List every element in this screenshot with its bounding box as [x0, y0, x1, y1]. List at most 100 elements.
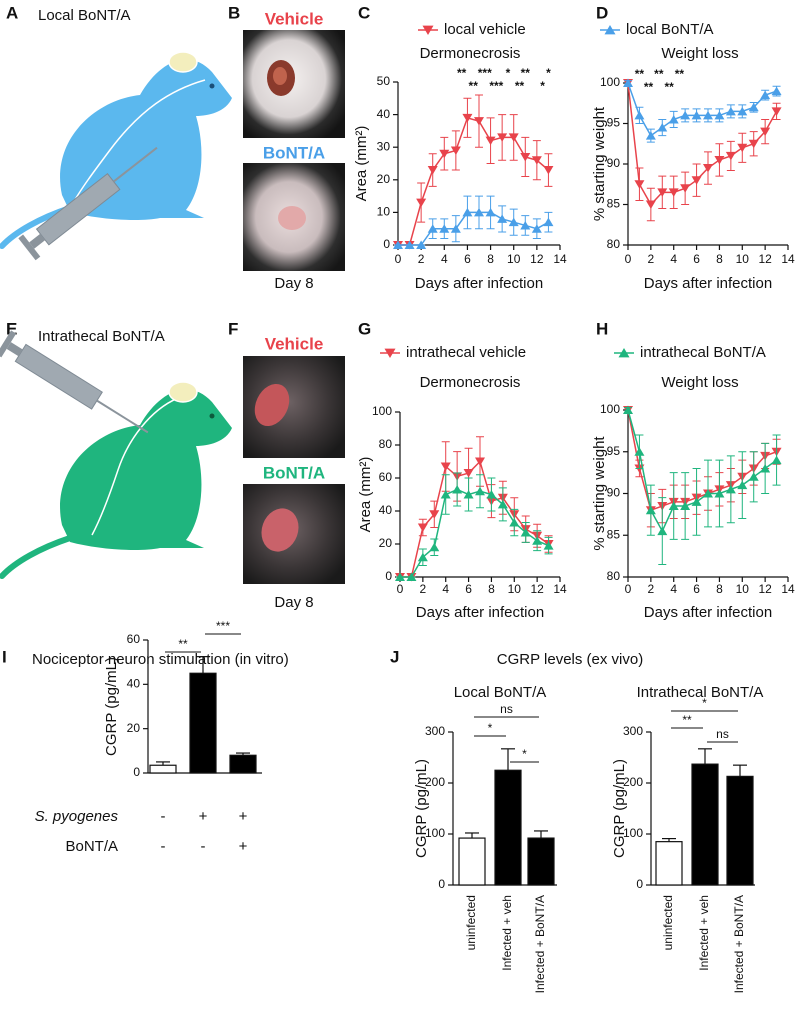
data-point — [634, 180, 645, 189]
x-axis-label: Days after infection — [415, 275, 543, 292]
data-point — [509, 518, 520, 527]
panel-letter: A — [6, 3, 18, 22]
x-tick-label: 14 — [781, 582, 795, 596]
significance-label: *** — [489, 79, 503, 93]
x-tick-label: 6 — [693, 582, 700, 596]
data-point — [427, 166, 438, 175]
y-tick-label: 100 — [600, 75, 620, 89]
y-tick-label: 40 — [377, 107, 391, 121]
data-point — [737, 143, 748, 153]
data-point — [393, 240, 403, 249]
significance-label: ** — [469, 79, 479, 93]
data-point — [475, 457, 485, 466]
x-tick-label: 2 — [648, 582, 655, 596]
significance-label: ns — [716, 727, 729, 741]
bar — [229, 754, 257, 774]
bar — [726, 775, 754, 886]
x-tick-label: 4 — [441, 252, 448, 266]
data-point — [439, 224, 450, 233]
y-tick-label: 20 — [379, 536, 393, 550]
bar — [458, 837, 486, 886]
y-tick-label: 0 — [636, 877, 643, 891]
x-tick-label: 12 — [530, 582, 544, 596]
data-point — [532, 536, 543, 545]
data-point — [703, 110, 713, 120]
y-axis-label: CGRP (pg/mL) — [103, 657, 120, 756]
data-point — [657, 123, 668, 132]
panel-letter: E — [6, 319, 17, 338]
chart-title: Dermonecrosis — [420, 45, 521, 62]
y-tick-label: 80 — [607, 237, 621, 251]
x-tick-label: 12 — [758, 582, 772, 596]
x-tick-label: 12 — [530, 252, 544, 266]
panel-letter: G — [358, 319, 371, 338]
data-point — [508, 133, 519, 142]
data-point — [623, 405, 633, 414]
y-tick-label: 50 — [377, 74, 391, 88]
y-tick-label: 100 — [600, 402, 620, 416]
data-point — [725, 484, 736, 494]
y-axis-label: CGRP (pg/mL) — [611, 759, 628, 858]
data-point — [463, 469, 474, 478]
data-point — [520, 152, 531, 162]
x-axis-label: Days after infection — [644, 275, 772, 292]
data-point — [691, 497, 702, 506]
significance-label: * — [540, 79, 545, 93]
panel-letter: F — [228, 319, 238, 338]
y-axis-label: Area (mm²) — [353, 126, 370, 202]
significance-label: ns — [500, 702, 513, 716]
mouse-local — [0, 51, 233, 261]
photo-bont — [243, 484, 345, 584]
data-point — [462, 207, 473, 217]
data-point — [474, 207, 484, 217]
data-point — [450, 146, 461, 155]
significance-label: ** — [635, 67, 645, 81]
x-tick-label: 12 — [758, 252, 772, 266]
chart-title: Nociceptor neuron stimulation (in vitro) — [32, 651, 289, 668]
data-point — [771, 455, 782, 465]
data-point — [452, 485, 463, 494]
series-line — [627, 409, 777, 512]
data-point — [703, 489, 713, 498]
data-point — [474, 117, 484, 126]
y-tick-label: 30 — [377, 139, 391, 153]
data-point — [440, 490, 451, 499]
condition-label: S. pyogenes — [35, 808, 119, 825]
data-point — [760, 463, 771, 473]
x-axis-label: Days after infection — [416, 604, 544, 621]
x-tick-label: Infected + BoNT/A — [533, 895, 547, 993]
schematic-title: Intrathecal BoNT/A — [38, 328, 165, 345]
data-point — [634, 110, 645, 120]
photo-label: BoNT/A — [263, 463, 325, 482]
y-tick-label: 200 — [425, 775, 445, 789]
x-tick-label: 2 — [418, 252, 425, 266]
legend-marker — [384, 348, 396, 358]
data-point — [497, 214, 508, 223]
chart-title: Weight loss — [661, 374, 738, 391]
condition-mark: - — [201, 838, 206, 855]
data-point — [748, 102, 759, 112]
data-point — [450, 224, 461, 233]
data-point — [475, 486, 485, 496]
data-point — [485, 207, 496, 217]
chart-title: Weight loss — [661, 45, 738, 62]
x-tick-label: 10 — [507, 252, 521, 266]
x-tick-label: 4 — [670, 582, 677, 596]
legend-label: intrathecal vehicle — [406, 344, 526, 361]
data-point — [486, 490, 497, 499]
data-point — [668, 501, 679, 511]
data-point — [543, 217, 554, 227]
data-point — [725, 151, 736, 161]
panel-letter: J — [390, 647, 399, 666]
x-tick-label: 0 — [625, 252, 632, 266]
data-point — [404, 240, 415, 249]
y-axis-label: Area (mm²) — [357, 457, 374, 533]
data-point — [485, 136, 496, 146]
significance-label: * — [702, 696, 707, 710]
x-tick-label: 14 — [553, 252, 567, 266]
x-tick-label: 10 — [736, 582, 750, 596]
y-tick-label: 20 — [127, 721, 141, 735]
x-tick-label: uninfected — [464, 895, 478, 950]
panel-letter: H — [596, 319, 608, 338]
y-tick-label: 200 — [623, 775, 643, 789]
